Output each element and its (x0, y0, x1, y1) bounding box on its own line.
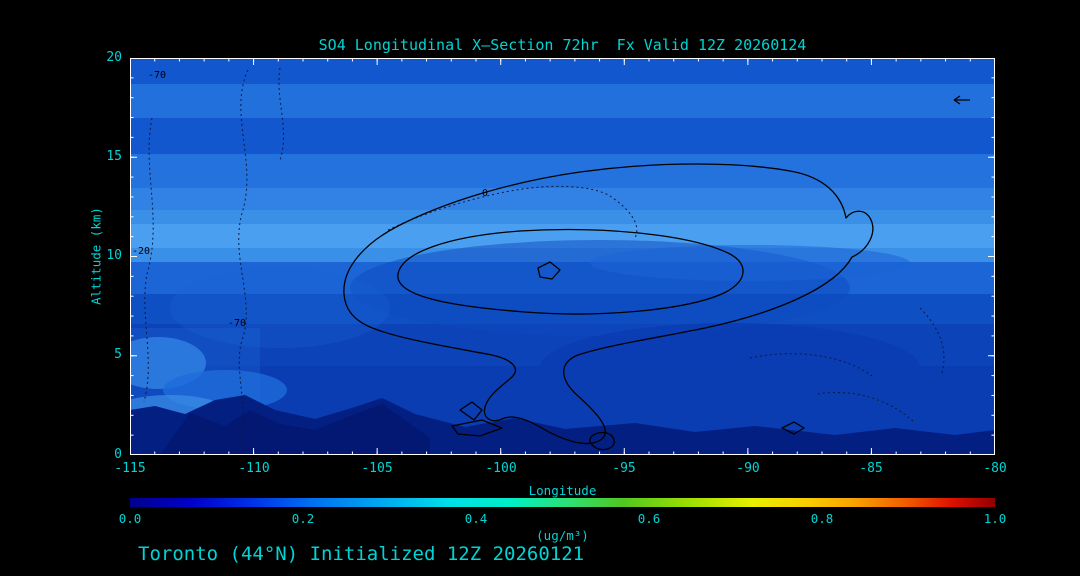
y-tick-15: 15 (106, 149, 122, 164)
colorbar-tick-0.6: 0.6 (637, 511, 661, 526)
colorbar-units-label: (ug/m³) (536, 528, 589, 543)
y-tick-10: 10 (106, 248, 122, 263)
colorbar-tick-0.8: 0.8 (810, 511, 834, 526)
axis-ticks (130, 58, 995, 455)
x-axis-label: Longitude (528, 483, 597, 498)
x-tick--110: -110 (238, 461, 270, 476)
arrow-left-icon (953, 95, 970, 105)
cross-section-plot: 0 -20 -70 -70 (130, 58, 995, 455)
colorbar-tick-1.0: 1.0 (983, 511, 1007, 526)
x-tick--100: -100 (485, 461, 517, 476)
x-tick--105: -105 (361, 461, 393, 476)
contour-label-minus70: -70 (228, 318, 246, 329)
y-tick-0: 0 (114, 447, 122, 462)
dotted-contours (143, 67, 945, 447)
colorbar-tick-0.4: 0.4 (464, 511, 488, 526)
colorbar (130, 498, 995, 507)
contour-label-top-left: -70 (148, 70, 166, 81)
contour-label-minus20: -20 (132, 246, 150, 257)
page-title: SO4 Longitudinal X—Section 72hr Fx Valid… (318, 36, 807, 54)
x-tick--85: -85 (859, 461, 883, 476)
colorbar-tick-0.0: 0.0 (118, 511, 142, 526)
y-tick-5: 5 (114, 347, 122, 362)
y-tick-20: 20 (106, 50, 122, 65)
x-tick--90: -90 (736, 461, 760, 476)
x-tick--80: -80 (983, 461, 1007, 476)
contour-label-0: 0 (482, 188, 488, 199)
initialization-caption: Toronto (44°N) Initialized 12Z 20260121 (138, 543, 585, 565)
x-tick--95: -95 (612, 461, 636, 476)
colorbar-tick-0.2: 0.2 (291, 511, 315, 526)
x-tick--115: -115 (114, 461, 146, 476)
terrain (130, 395, 995, 455)
filled-contours (130, 58, 995, 455)
contour-lines (343, 163, 874, 451)
